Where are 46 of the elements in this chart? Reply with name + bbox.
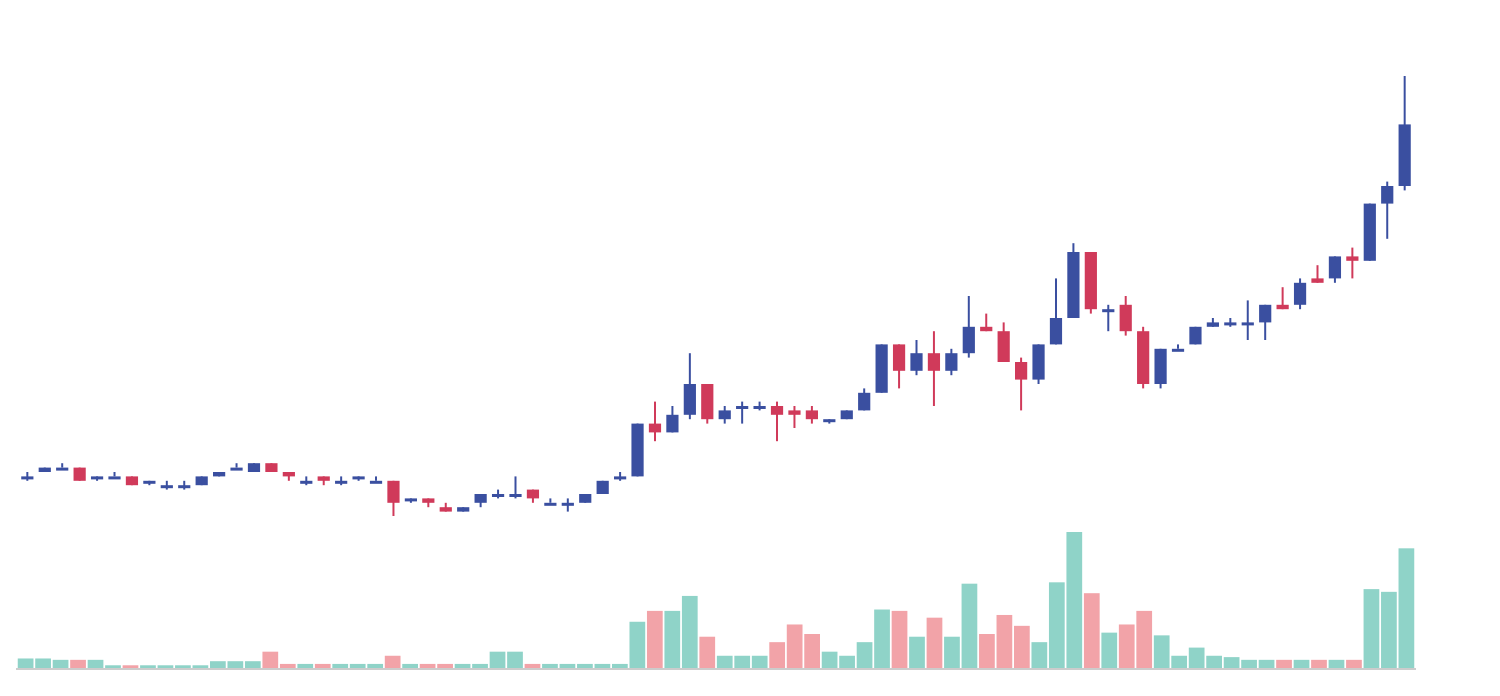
candlestick <box>387 479 400 517</box>
candlestick <box>544 497 557 506</box>
candlestick <box>1154 347 1167 390</box>
bar <box>646 610 663 668</box>
candlestick <box>788 405 801 429</box>
bar <box>1311 659 1327 668</box>
candlestick <box>892 343 906 390</box>
candlestick <box>509 475 522 500</box>
candlestick <box>1015 356 1028 412</box>
candlestick <box>56 462 69 471</box>
candlestick <box>369 475 383 484</box>
candlestick <box>1119 295 1132 337</box>
bar <box>1346 659 1362 668</box>
candlestick <box>1259 303 1272 341</box>
candlestick <box>945 347 958 377</box>
candlestick <box>736 400 749 425</box>
candlestick <box>1171 343 1185 352</box>
candlestick <box>230 462 243 471</box>
bar <box>1276 659 1292 668</box>
candlestick <box>962 295 975 359</box>
candlestick <box>927 330 941 407</box>
candlestick <box>1032 343 1045 385</box>
bar <box>909 636 925 668</box>
candlestick <box>1102 303 1115 333</box>
candlestick <box>997 321 1010 363</box>
candlestick <box>1241 299 1254 341</box>
candlestick <box>770 400 784 443</box>
candlestick <box>1381 180 1394 240</box>
candlestick <box>1346 246 1359 280</box>
bar <box>1293 659 1310 668</box>
bar <box>1083 593 1100 668</box>
candlestick <box>1293 277 1307 311</box>
bar <box>1101 632 1118 668</box>
candlestick <box>666 405 679 434</box>
bar <box>70 659 86 668</box>
bar <box>891 610 908 668</box>
bar <box>1328 659 1345 668</box>
bar <box>699 636 716 668</box>
candlestick <box>1049 277 1063 346</box>
candlestick <box>910 339 923 377</box>
candlestick <box>701 383 714 425</box>
candlestick <box>683 352 696 421</box>
bar <box>384 655 401 668</box>
candlestick <box>1328 255 1342 284</box>
candlestick <box>648 400 662 443</box>
bar <box>926 617 943 668</box>
